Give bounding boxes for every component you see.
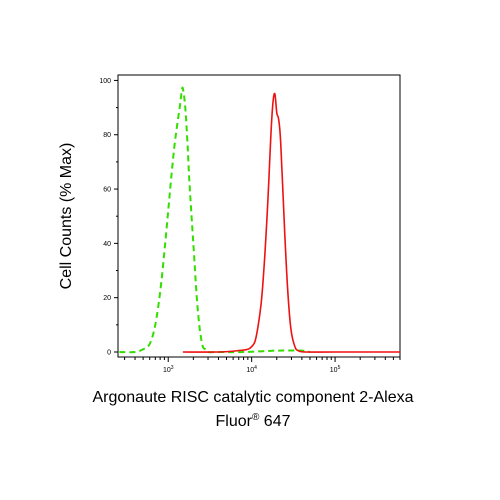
y-tick-label: 40	[103, 241, 111, 248]
series-solid-histogram	[182, 92, 400, 353]
x-axis-title-registered-mark: ®	[252, 412, 260, 423]
y-tick-label: 60	[103, 187, 111, 194]
x-axis-ticks: 103 104 105	[124, 357, 401, 374]
x-tick-label: 104	[246, 365, 257, 374]
x-axis-title-line2-rest: 647	[259, 413, 290, 430]
series-dashed-histogram	[119, 86, 311, 354]
x-axis-title-line2: Fluor® 647	[216, 412, 291, 430]
y-tick-label: 80	[103, 132, 111, 139]
y-axis-title: Cell Counts (% Max)	[58, 143, 75, 290]
y-tick-label: 100	[99, 78, 111, 85]
y-tick-label: 0	[107, 350, 111, 357]
y-tick-label: 20	[103, 295, 111, 302]
series-layer	[119, 86, 400, 354]
y-axis-ticks: 0 20 40 60 80 100	[99, 78, 118, 357]
x-axis-title-line2-base: Fluor	[216, 413, 253, 430]
x-axis-title-line1: Argonaute RISC catalytic component 2-Ale…	[92, 389, 413, 406]
x-tick-label: 103	[163, 365, 174, 374]
x-tick-label: 105	[330, 365, 341, 374]
